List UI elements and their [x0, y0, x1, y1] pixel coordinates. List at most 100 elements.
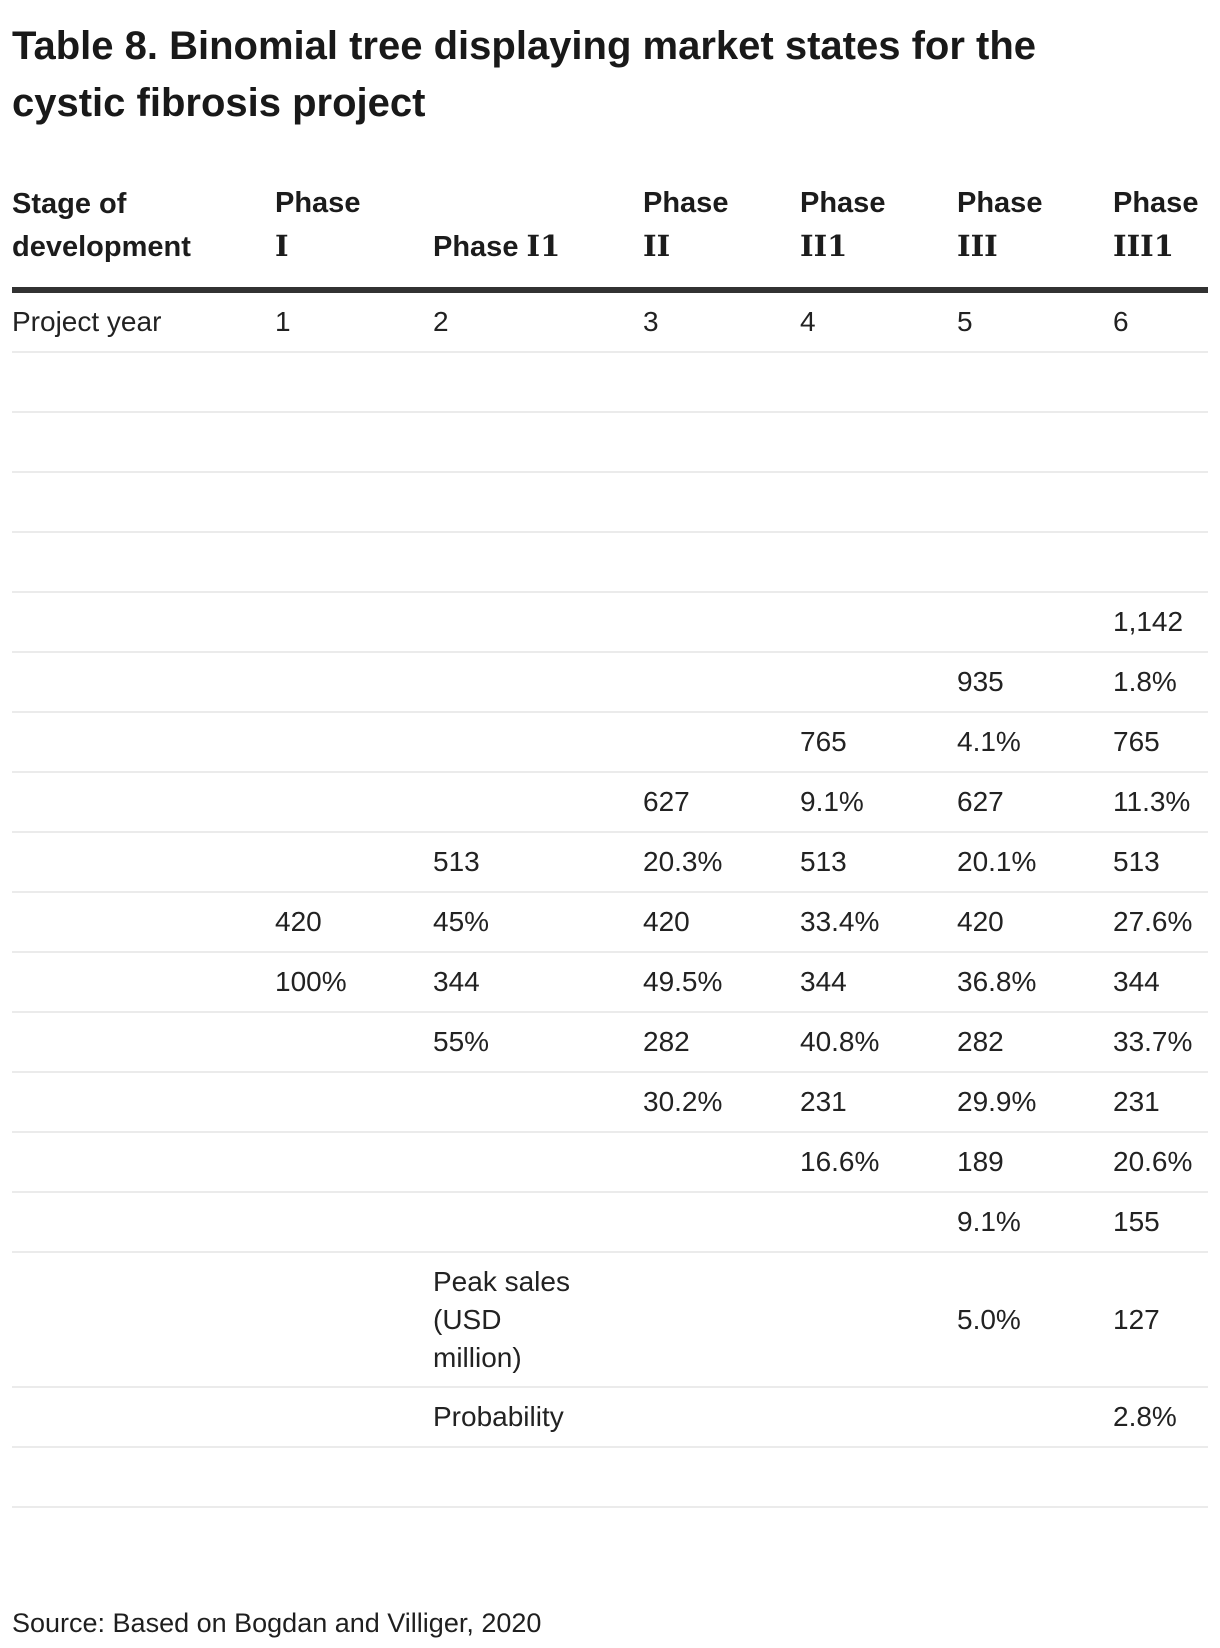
data-cell	[957, 1447, 1113, 1508]
table-row: 935 1.8%	[12, 652, 1208, 713]
data-cell	[957, 1387, 1113, 1448]
row-label-cell: Project year	[12, 290, 275, 353]
column-header-stage-of-development: Stage of development	[12, 182, 275, 293]
data-cell: 100%	[275, 952, 433, 1013]
column-header-phase-i1: Phase I1	[433, 182, 643, 293]
data-cell	[1113, 472, 1208, 533]
data-cell	[275, 412, 433, 473]
data-cell: 231	[800, 1072, 957, 1133]
data-cell	[957, 352, 1113, 413]
page-title: Table 8. Binomial tree displaying market…	[12, 18, 1208, 132]
column-header-phase-ii1: Phase II1	[800, 182, 957, 293]
phase-numeral: III	[957, 229, 998, 263]
column-header-phase-ii: Phase II	[643, 182, 800, 293]
data-cell: 6	[1113, 290, 1208, 353]
data-cell: 4	[800, 290, 957, 353]
data-cell: 282	[643, 1012, 800, 1073]
data-cell	[275, 472, 433, 533]
data-cell: 9.1%	[800, 772, 957, 833]
phase-numeral: III1	[1113, 229, 1174, 263]
table-row: Peak sales (USD million) 5.0% 127	[12, 1252, 1208, 1388]
table-row	[12, 352, 1208, 413]
data-cell	[433, 412, 643, 473]
binomial-tree-table: Stage of development Phase I Phase I1 Ph…	[12, 182, 1208, 1508]
row-label-cell	[12, 352, 275, 413]
data-cell	[275, 652, 433, 713]
data-cell: 344	[800, 952, 957, 1013]
row-label-cell	[12, 532, 275, 593]
data-cell: 1.8%	[1113, 652, 1208, 713]
data-cell: 1	[275, 290, 433, 353]
row-label-cell	[12, 472, 275, 533]
data-cell: 935	[957, 652, 1113, 713]
data-cell	[433, 472, 643, 533]
page-title-line-1: Table 8. Binomial tree displaying market…	[12, 24, 1037, 68]
table-body: Project year 1 2 3 4 5 6 1,142 935 1.8% 765 4.1% 765…	[12, 290, 1208, 1508]
data-cell	[800, 472, 957, 533]
data-cell: 344	[433, 952, 643, 1013]
data-cell: 45%	[433, 892, 643, 953]
data-cell	[957, 412, 1113, 473]
data-cell	[433, 712, 643, 773]
data-cell	[643, 352, 800, 413]
phase-numeral: I	[275, 229, 289, 263]
row-label-cell	[12, 952, 275, 1013]
data-cell	[275, 1132, 433, 1193]
data-cell: 20.6%	[1113, 1132, 1208, 1193]
data-cell: 513	[1113, 832, 1208, 893]
data-cell	[800, 1387, 957, 1448]
table-row: 100% 344 49.5% 344 36.8% 344	[12, 952, 1208, 1013]
table-row: 627 9.1% 627 11.3%	[12, 772, 1208, 833]
data-cell	[957, 592, 1113, 653]
data-cell	[800, 592, 957, 653]
data-cell	[1113, 1447, 1208, 1508]
data-cell	[957, 532, 1113, 593]
row-label-cell	[12, 772, 275, 833]
row-label-cell	[12, 1192, 275, 1253]
data-cell	[275, 1072, 433, 1133]
row-label-cell	[12, 892, 275, 953]
data-cell	[1113, 532, 1208, 593]
table-row: 30.2% 231 29.9% 231	[12, 1072, 1208, 1133]
data-cell: 30.2%	[643, 1072, 800, 1133]
data-cell	[275, 352, 433, 413]
row-label-cell	[12, 652, 275, 713]
data-cell	[275, 1252, 433, 1388]
data-cell	[800, 1192, 957, 1253]
data-cell: 344	[1113, 952, 1208, 1013]
data-cell	[433, 1447, 643, 1508]
data-cell: 5	[957, 290, 1113, 353]
data-cell	[1113, 352, 1208, 413]
data-cell	[643, 1132, 800, 1193]
data-cell: 20.1%	[957, 832, 1113, 893]
data-cell	[643, 472, 800, 533]
data-cell: 420	[957, 892, 1113, 953]
table-row: 420 45% 420 33.4% 420 27.6%	[12, 892, 1208, 953]
data-cell	[275, 592, 433, 653]
phase-word: Phase	[275, 187, 361, 219]
table-row: 16.6% 189 20.6%	[12, 1132, 1208, 1193]
data-cell: Peak sales (USD million)	[433, 1252, 643, 1388]
data-cell	[275, 1012, 433, 1073]
data-cell: 513	[800, 832, 957, 893]
row-label-cell	[12, 412, 275, 473]
row-label-cell	[12, 1387, 275, 1448]
data-cell	[643, 1387, 800, 1448]
data-cell	[643, 1447, 800, 1508]
data-cell	[1113, 412, 1208, 473]
data-cell: 127	[1113, 1252, 1208, 1388]
data-cell: 155	[1113, 1192, 1208, 1253]
data-cell: 4.1%	[957, 712, 1113, 773]
table-row: Probability 2.8%	[12, 1387, 1208, 1448]
row-label-cell	[12, 1012, 275, 1073]
data-cell	[800, 652, 957, 713]
data-cell: 40.8%	[800, 1012, 957, 1073]
data-cell: Probability	[433, 1387, 643, 1448]
data-cell	[800, 532, 957, 593]
data-cell	[957, 472, 1113, 533]
data-cell	[643, 592, 800, 653]
data-cell: 9.1%	[957, 1192, 1113, 1253]
data-cell: 231	[1113, 1072, 1208, 1133]
data-cell	[433, 1192, 643, 1253]
data-cell: 513	[433, 832, 643, 893]
